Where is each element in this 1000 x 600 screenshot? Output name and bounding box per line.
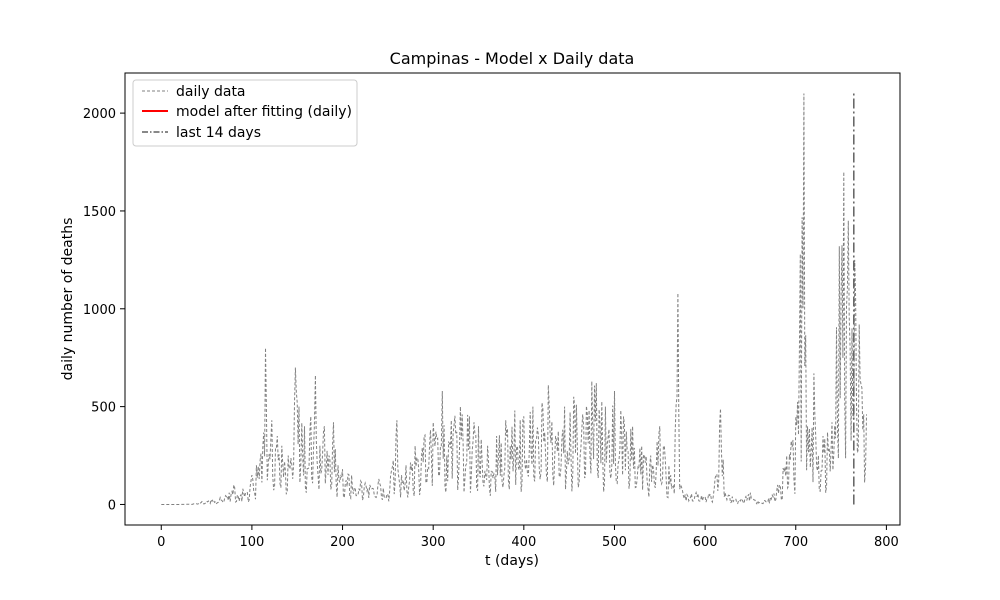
legend-daily-data-label: daily data [176, 84, 246, 100]
x-tick-label: 800 [874, 535, 899, 550]
chart-title: Campinas - Model x Daily data [390, 49, 635, 68]
y-tick-label: 1000 [83, 303, 116, 318]
x-tick-label: 200 [330, 535, 355, 550]
x-tick-label: 400 [511, 535, 536, 550]
legend: daily data model after fitting (daily) l… [132, 79, 358, 147]
y-axis: 0 500 1000 1500 2000 [83, 107, 125, 513]
x-tick-label: 100 [239, 535, 264, 550]
x-tick-label: 700 [783, 535, 808, 550]
x-axis: 0 100 200 300 400 500 600 700 800 [157, 525, 899, 550]
x-tick-label: 500 [602, 535, 627, 550]
y-tick-label: 1500 [83, 205, 116, 220]
x-tick-label: 0 [157, 535, 165, 550]
y-axis-label: daily number of deaths [60, 218, 76, 381]
daily-data-series-line [161, 93, 867, 505]
x-axis-label: t (days) [485, 553, 539, 569]
y-tick-label: 500 [91, 401, 116, 416]
y-tick-label: 2000 [83, 107, 116, 122]
legend-last-14-days-label: last 14 days [176, 125, 261, 141]
axes-frame [124, 72, 901, 526]
x-tick-label: 300 [421, 535, 446, 550]
x-tick-label: 600 [693, 535, 718, 550]
y-tick-label: 0 [108, 498, 116, 513]
legend-box [132, 79, 358, 147]
plot-area [161, 93, 867, 505]
legend-model-label: model after fitting (daily) [176, 104, 352, 120]
